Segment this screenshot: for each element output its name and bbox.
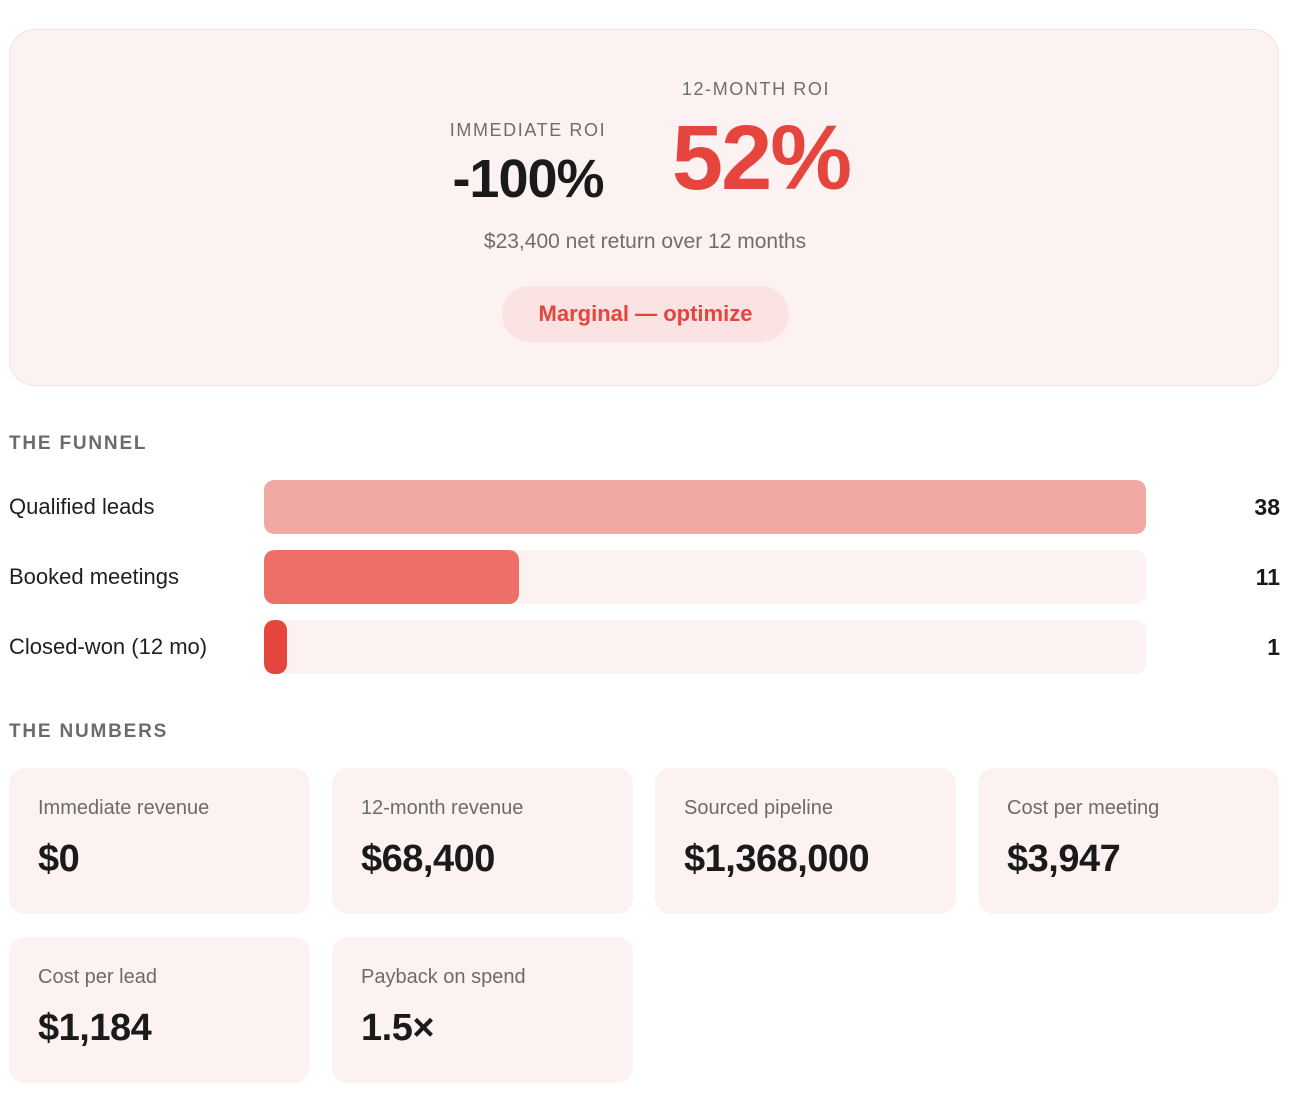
metric-card-immediate-revenue: Immediate revenue $0 [9,768,310,914]
metric-label: Cost per lead [38,966,157,988]
metric-card-12-month-revenue: 12-month revenue $68,400 [332,768,633,914]
funnel-heading: THE FUNNEL [9,433,148,454]
roi-summary-panel: IMMEDIATE ROI -100% 12-MONTH ROI 52% $23… [9,29,1279,386]
funnel-bar-fill [264,480,1146,534]
funnel-bar-track [264,620,1146,674]
metric-value: 1.5× [361,1007,435,1049]
funnel-row-label: Booked meetings [9,564,179,589]
metric-label: Payback on spend [361,966,526,988]
funnel-row-value: 38 [1254,494,1280,520]
metric-value: $1,368,000 [684,838,870,880]
funnel-row-qualified-leads: Qualified leads 38 [9,480,1280,534]
funnel-row-value: 1 [1267,634,1280,660]
metric-label: Sourced pipeline [684,797,833,819]
funnel-row-booked-meetings: Booked meetings 11 [9,550,1280,604]
funnel-bar-fill [264,620,288,674]
metric-card-cost-per-lead: Cost per lead $1,184 [9,937,310,1083]
twelve-month-roi-label: 12-MONTH ROI [681,79,831,99]
metric-value: $0 [38,838,80,880]
net-return-text: $23,400 net return over 12 months [483,230,807,253]
funnel-row-value: 11 [1255,564,1280,590]
funnel-bar-fill [264,550,520,604]
metric-value: $1,184 [38,1007,152,1049]
numbers-heading: THE NUMBERS [9,721,169,742]
funnel-row-label: Qualified leads [9,494,155,519]
metric-label: Immediate revenue [38,797,210,819]
metric-label: 12-month revenue [361,797,524,819]
funnel-row-closed-won: Closed-won (12 mo) 1 [9,620,1280,674]
funnel-bar-track [264,480,1146,534]
metric-value: $68,400 [361,838,495,880]
verdict-badge: Marginal — optimize [502,286,789,342]
twelve-month-roi-value: 52% [671,107,852,209]
immediate-roi-label: IMMEDIATE ROI [449,120,607,140]
funnel-row-label: Closed-won (12 mo) [9,634,208,659]
metric-label: Cost per meeting [1007,797,1160,819]
metric-card-sourced-pipeline: Sourced pipeline $1,368,000 [655,768,956,914]
metric-value: $3,947 [1007,838,1121,880]
metric-card-payback-on-spend: Payback on spend 1.5× [332,937,633,1083]
metric-card-cost-per-meeting: Cost per meeting $3,947 [978,768,1279,914]
immediate-roi-value: -100% [452,149,604,209]
funnel-bar-track [264,550,1146,604]
